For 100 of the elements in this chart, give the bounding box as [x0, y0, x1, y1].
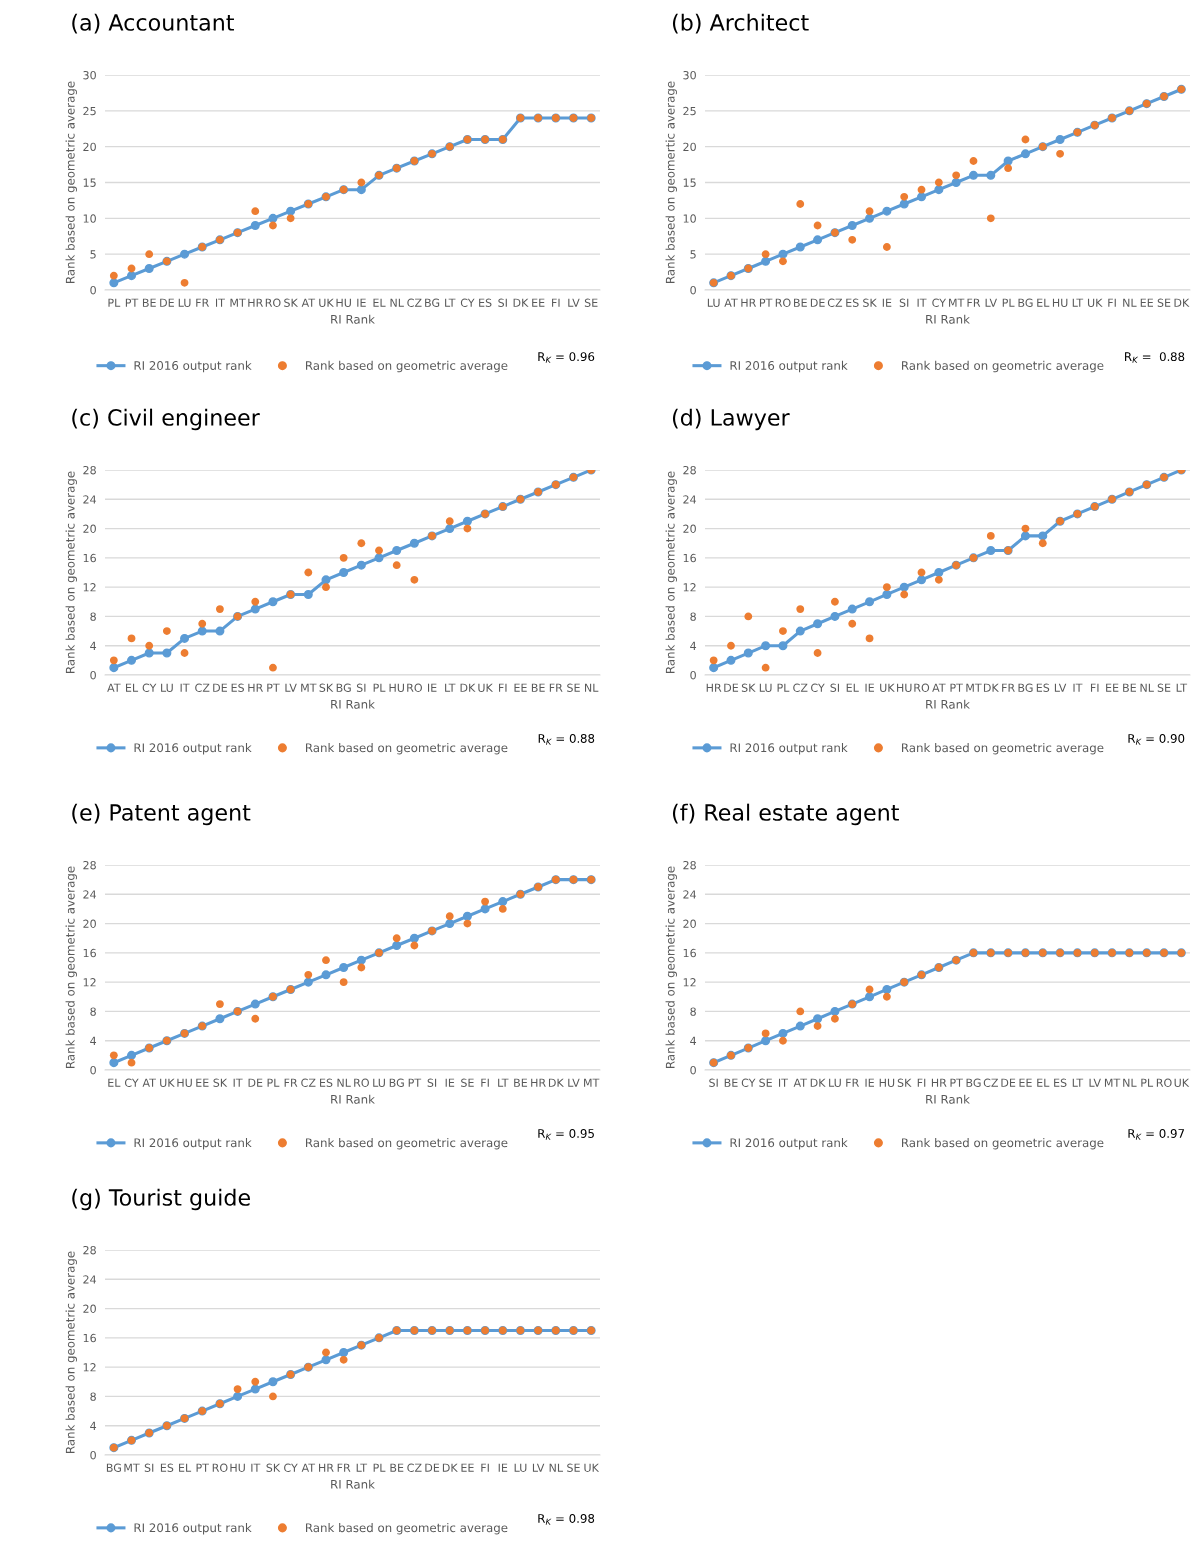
y-tick-label: 12	[83, 978, 96, 987]
x-tick-label: FI	[481, 1463, 489, 1472]
x-tick-label: FR	[549, 683, 563, 692]
x-tick-label: HU	[336, 298, 351, 307]
x-tick-label: LV	[1089, 1078, 1101, 1087]
x-tick-label: LU	[759, 683, 772, 692]
text: R$_{K}$ = 0.95	[538, 1128, 594, 1140]
x-tick-label: SK	[213, 1078, 228, 1087]
x-tick-label: CY	[142, 683, 157, 692]
x-tick-label: BE	[1123, 683, 1136, 692]
text: R$_{K}$ = 0.88	[1125, 352, 1185, 363]
x-tick-label: SI	[144, 1463, 154, 1472]
y-tick-label: 8	[90, 612, 96, 621]
y-axis-title: Rank based on geometric average	[65, 81, 77, 283]
x-tick-label: SE	[1157, 298, 1171, 307]
x-tick-label: IT	[1073, 683, 1083, 692]
x-tick-label: LU	[373, 1078, 385, 1087]
x-tick-label: HU	[230, 1463, 245, 1472]
x-tick-label: EE	[196, 1078, 209, 1087]
x-tick-label: NL	[337, 1078, 351, 1087]
x-tick-label: DE	[248, 1078, 263, 1087]
x-tick-label: EL	[108, 1078, 121, 1087]
x-tick-label: DK	[442, 1463, 458, 1472]
x-tick-label: FI	[917, 1078, 926, 1087]
x-tick-label: PL	[1002, 298, 1015, 307]
y-tick-label: 28	[83, 860, 96, 870]
x-tick-label: CZ	[827, 298, 843, 307]
x-tick-label: RO	[354, 1078, 369, 1087]
x-tick-label: BE	[531, 683, 545, 692]
y-axis-title: Rank based on geometric average	[65, 471, 77, 673]
x-tick-label: ES	[1054, 1078, 1067, 1087]
y-tick-label: 12	[683, 978, 696, 987]
x-tick-label: HR	[319, 1463, 334, 1472]
x-tick-label: LU	[707, 298, 720, 307]
y-tick-label: 24	[83, 890, 97, 899]
x-tick-label: HU	[389, 683, 404, 692]
text: R$_{K}$ = 0.90	[1128, 733, 1185, 745]
y-tick-label: 8	[90, 1007, 96, 1016]
x-tick-label: NL	[1123, 298, 1137, 307]
x-tick-label: DE	[213, 683, 227, 692]
y-tick-label: 12	[83, 1363, 96, 1372]
y-tick-label: 0	[90, 285, 96, 295]
y-axis-title: Rank based on geomertic average	[665, 81, 677, 283]
x-tick-label: RO	[775, 298, 791, 307]
x-tick-label: LT	[1072, 298, 1084, 307]
chart-title: (b) Architect	[672, 13, 809, 34]
y-tick-label: 15	[83, 178, 96, 187]
y-tick-label: 8	[690, 1007, 696, 1016]
y-tick-label: 24	[83, 1275, 97, 1284]
y-axis-title: Rank based on geometric average	[665, 866, 677, 1068]
x-tick-label: DK	[810, 1078, 826, 1087]
x-tick-label: PL	[1141, 1078, 1154, 1087]
x-tick-label: HR	[741, 298, 757, 307]
x-tick-label: LV	[568, 1078, 580, 1087]
x-tick-label: IE	[498, 1463, 508, 1472]
y-tick-label: 8	[90, 1392, 96, 1401]
x-tick-label: DE	[425, 1463, 440, 1472]
legend-label: Rank based on geometric average	[902, 743, 1104, 755]
x-tick-label: PT	[759, 298, 773, 307]
x-tick-label: CZ	[407, 1463, 422, 1472]
y-tick-label: 5	[90, 250, 96, 259]
x-tick-label: LV	[568, 298, 580, 307]
x-tick-label: MT	[124, 1463, 140, 1472]
x-tick-label: FR	[196, 298, 209, 307]
y-axis-title: Rank based on geometric average	[65, 1251, 77, 1453]
x-tick-label: SK	[863, 298, 877, 307]
y-tick-label: 0	[90, 1065, 96, 1075]
x-tick-label: DK	[460, 683, 476, 692]
x-tick-label: IE	[882, 298, 892, 307]
x-tick-label: FR	[846, 1078, 859, 1087]
x-tick-label: CY	[284, 1463, 298, 1472]
x-tick-label: HU	[177, 1078, 192, 1087]
x-tick-label: EL	[179, 1463, 192, 1472]
x-tick-label: BE	[390, 1463, 404, 1472]
y-tick-label: 30	[683, 70, 696, 80]
x-tick-label: FI	[1090, 683, 1099, 692]
y-tick-label: 28	[683, 860, 696, 870]
x-tick-label: CY	[460, 298, 475, 307]
x-tick-label: EE	[1106, 683, 1119, 692]
legend-label: RI 2016 output rank	[134, 360, 252, 373]
x-tick-label: IT	[917, 298, 927, 307]
text: R$_{K}$ = 0.97	[1128, 1128, 1185, 1140]
x-tick-label: LT	[445, 683, 456, 692]
x-tick-label: BG	[1018, 683, 1033, 692]
x-tick-label: LV	[285, 683, 297, 692]
y-tick-label: 20	[683, 919, 696, 928]
x-tick-label: LV	[532, 1463, 545, 1472]
x-tick-label: BG	[336, 683, 351, 692]
x-tick-label: ES	[320, 1078, 333, 1087]
x-tick-label: NL	[390, 298, 404, 307]
x-tick-label: FI	[499, 683, 507, 692]
x-tick-label: CZ	[983, 1078, 998, 1087]
x-tick-label: EE	[532, 298, 545, 307]
x-tick-label: EL	[126, 683, 139, 692]
x-tick-label: BE	[142, 298, 156, 307]
chart-title: (d) Lawyer	[672, 408, 790, 431]
text: R$_{K}$ = 0.88	[538, 733, 595, 745]
y-tick-label: 5	[690, 250, 696, 259]
legend-label: Rank based on geometric average	[306, 360, 508, 373]
x-tick-label: HR	[931, 1078, 947, 1087]
